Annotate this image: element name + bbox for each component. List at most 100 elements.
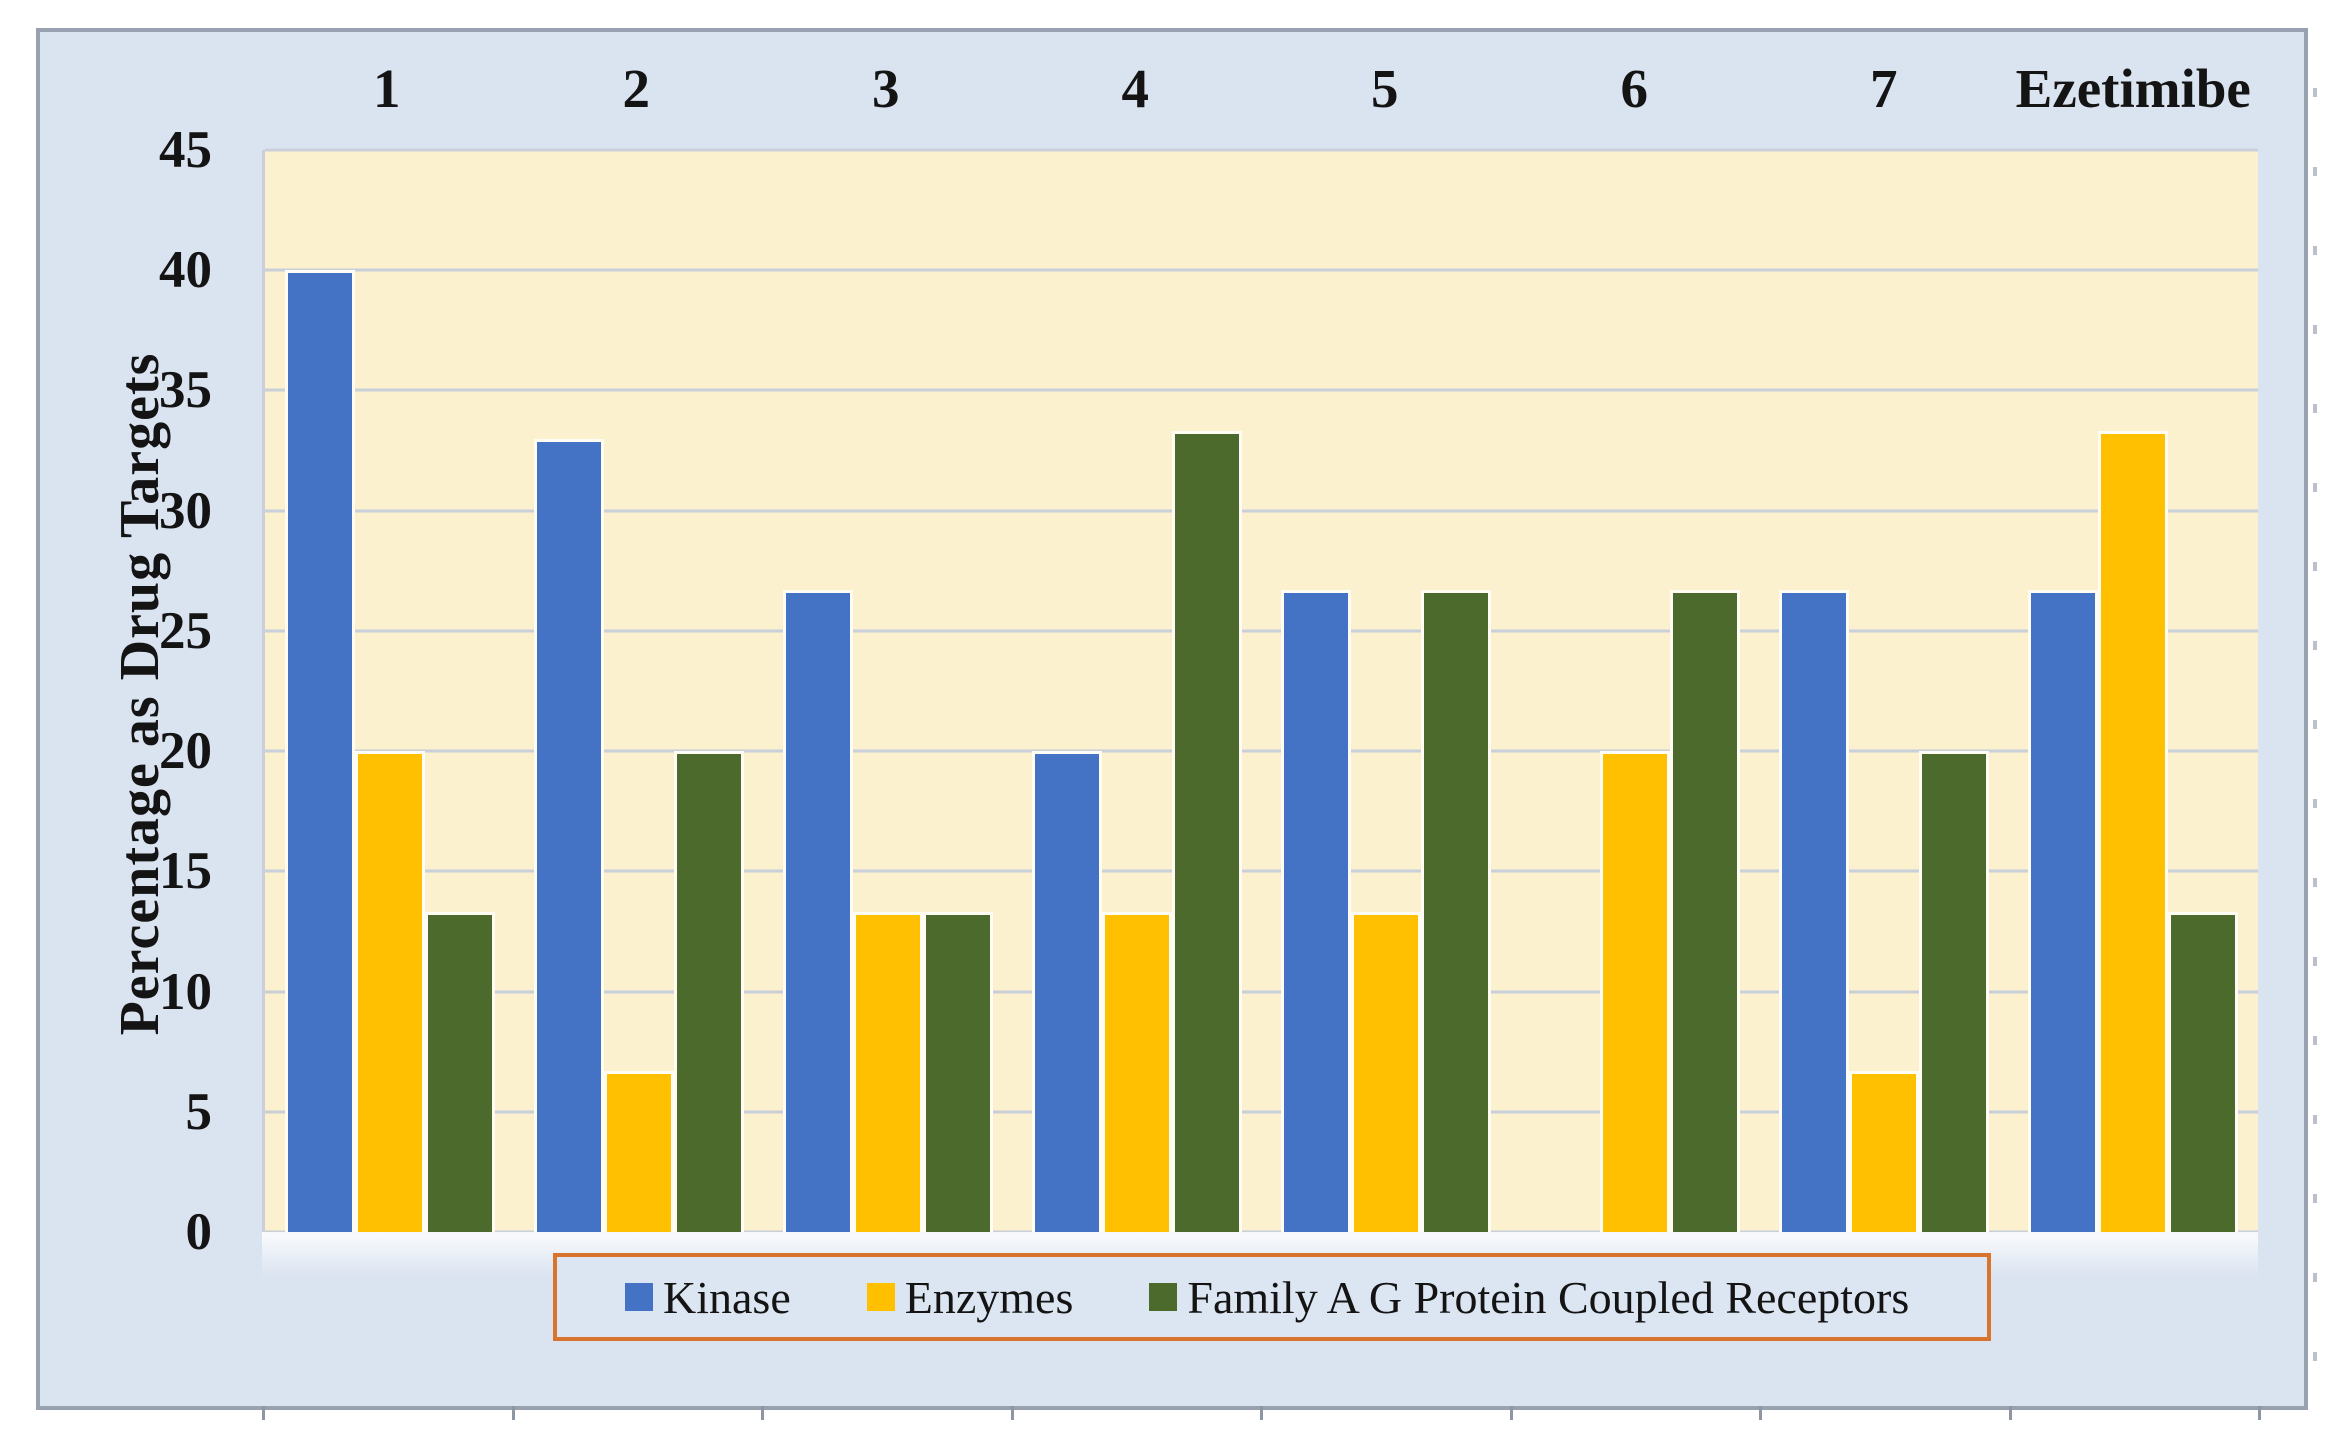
- bar: [1351, 912, 1422, 1232]
- bar-group: [1760, 150, 2009, 1232]
- bar-group: [1262, 150, 1511, 1232]
- legend: Kinase Enzymes Family A G Protein Coupled …: [553, 1253, 1991, 1341]
- y-tick-label: 40: [159, 241, 212, 300]
- bar-group: [265, 150, 514, 1232]
- gridline: [265, 869, 2258, 873]
- right-margin-dot: [2313, 720, 2317, 729]
- bar-groups: [265, 150, 2258, 1232]
- gridline: [265, 388, 2258, 392]
- bar: [1101, 912, 1172, 1232]
- bar: [354, 751, 425, 1232]
- right-margin-dot: [2313, 483, 2317, 492]
- y-axis-ticks: 45 40 35 30 25 20 15 10 5 0: [40, 122, 213, 1260]
- bar: [2168, 912, 2239, 1232]
- right-margin-dot: [2313, 88, 2317, 97]
- legend-label: Family A G Protein Coupled Receptors: [1187, 1271, 1910, 1323]
- right-margin-dot: [2313, 404, 2317, 413]
- legend-swatch: [866, 1283, 895, 1311]
- right-margin-dot: [2313, 1036, 2317, 1045]
- y-tick-label: 45: [159, 121, 212, 179]
- bar-group: [1012, 150, 1261, 1232]
- legend-swatch: [1149, 1283, 1178, 1311]
- right-margin-dot: [2313, 1194, 2317, 1203]
- legend-item: Family A G Protein Coupled Receptors: [1149, 1271, 1909, 1324]
- category-label: 4: [1121, 57, 1150, 119]
- right-margin-dot: [2313, 562, 2317, 571]
- y-tick-label: 15: [159, 842, 212, 901]
- category-axis: 1 2 3 4 5 6 7 Ezetimibe: [262, 56, 2258, 120]
- bottom-axis-tick: [1010, 1406, 1014, 1420]
- bar: [1849, 1070, 1920, 1232]
- gridline: [265, 749, 2258, 753]
- bar-group: [1511, 150, 1760, 1232]
- bottom-axis-tick: [1509, 1406, 1513, 1420]
- bar: [852, 912, 923, 1232]
- legend-item: Enzymes: [866, 1271, 1074, 1324]
- y-tick-label: 20: [159, 722, 212, 781]
- plot-area: [262, 148, 2258, 1234]
- chart-frame: 1 2 3 4 5 6 7 Ezetimibe Percentage as Drug Targ…: [36, 28, 2308, 1410]
- gridline: [265, 268, 2258, 272]
- legend-label: Enzymes: [904, 1271, 1074, 1323]
- right-margin-dot: [2313, 878, 2317, 887]
- right-margin-dot: [2313, 167, 2317, 176]
- y-tick-label: 0: [185, 1203, 213, 1261]
- bar: [922, 912, 993, 1232]
- category-label: 3: [872, 57, 900, 119]
- bar: [1670, 590, 1741, 1232]
- bar: [1281, 590, 1352, 1232]
- right-margin-dot: [2313, 641, 2317, 650]
- bar-group: [763, 150, 1012, 1232]
- right-margin-dot: [2313, 1352, 2317, 1361]
- category-label: 2: [622, 57, 651, 119]
- bar-group: [2009, 150, 2258, 1232]
- bar: [2028, 590, 2099, 1232]
- bottom-axis-tick: [1260, 1406, 1263, 1420]
- right-margin-dot: [2313, 957, 2317, 966]
- bar: [1600, 751, 1671, 1232]
- bar: [533, 438, 604, 1232]
- right-margin-dot: [2313, 325, 2317, 334]
- gridline: [265, 1110, 2258, 1114]
- y-tick-label: 25: [159, 601, 212, 660]
- bottom-axis-tick: [1759, 1406, 1762, 1420]
- bar: [1919, 751, 1990, 1232]
- y-tick-label: 30: [159, 481, 212, 540]
- legend-swatch: [625, 1283, 653, 1311]
- bar: [424, 912, 495, 1232]
- category-label: Ezetimibe: [2015, 57, 2251, 119]
- bar: [603, 1070, 674, 1232]
- right-margin-dot: [2313, 246, 2317, 255]
- category-label: 1: [373, 57, 401, 119]
- gridline: [265, 990, 2258, 994]
- right-margin-dot: [2313, 799, 2317, 808]
- bottom-axis-tick: [511, 1406, 515, 1420]
- bar: [284, 270, 355, 1232]
- category-label: 7: [1870, 57, 1898, 119]
- gridline: [265, 629, 2258, 633]
- bar: [673, 751, 744, 1232]
- category-label: 6: [1620, 57, 1649, 119]
- bar-group: [514, 150, 763, 1232]
- bottom-axis-tick: [2258, 1406, 2261, 1420]
- right-margin-dot: [2313, 1273, 2317, 1282]
- bar: [2098, 431, 2169, 1232]
- bar: [1171, 431, 1242, 1232]
- gridline: [265, 509, 2258, 513]
- bottom-axis-tick: [761, 1406, 764, 1420]
- right-margin-dot: [2313, 1115, 2317, 1124]
- y-tick-label: 5: [185, 1082, 213, 1141]
- y-tick-label: 10: [159, 962, 212, 1021]
- bar: [1031, 751, 1102, 1232]
- bar: [1421, 590, 1492, 1232]
- gridline: [265, 148, 2258, 152]
- legend-item: Kinase: [625, 1271, 791, 1324]
- category-label: 5: [1371, 57, 1399, 119]
- bottom-axis-tick: [262, 1406, 265, 1420]
- y-tick-label: 35: [159, 361, 212, 420]
- bar: [782, 590, 853, 1232]
- bottom-axis-tick: [2008, 1406, 2012, 1420]
- legend-label: Kinase: [663, 1271, 791, 1323]
- bar: [1779, 590, 1850, 1232]
